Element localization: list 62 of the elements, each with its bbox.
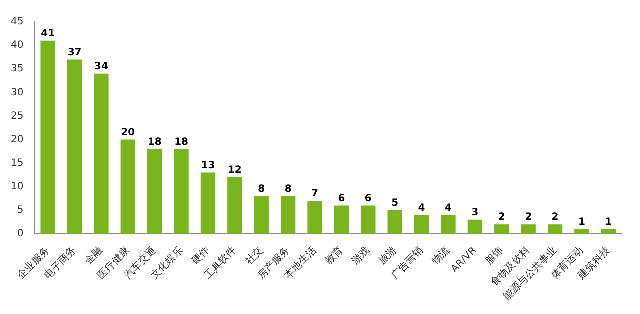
data-label: 3 — [472, 207, 479, 218]
bar — [148, 149, 162, 234]
bar — [521, 224, 536, 234]
data-label: 2 — [525, 212, 532, 224]
data-label: 34 — [94, 61, 108, 72]
data-label: 20 — [121, 127, 136, 138]
x-tick-label: 教育 — [323, 244, 346, 268]
data-label: 6 — [364, 193, 372, 204]
y-tick-label: 25 — [10, 110, 24, 122]
y-tick-label: 15 — [10, 158, 24, 169]
bar — [308, 201, 322, 234]
bar — [574, 229, 590, 234]
data-label: 8 — [258, 184, 266, 195]
x-tick-label: 金融 — [82, 244, 106, 268]
x-tick-label: 旅游 — [376, 244, 400, 268]
bar — [228, 177, 242, 234]
bar — [601, 229, 616, 234]
data-label: 1 — [578, 216, 586, 228]
y-tick-label: 40 — [10, 40, 24, 52]
data-label: 12 — [228, 165, 242, 176]
data-label: 4 — [418, 202, 426, 214]
x-tick-label: 游戏 — [350, 244, 372, 268]
x-tick-label: 硬件 — [190, 245, 212, 268]
bar — [280, 196, 296, 234]
bar — [67, 60, 82, 234]
bar — [441, 215, 456, 234]
data-label: 18 — [148, 136, 162, 148]
data-label: 41 — [41, 28, 56, 40]
data-label: 2 — [552, 212, 559, 224]
bar — [548, 224, 563, 234]
bar — [200, 172, 216, 234]
data-label: 18 — [174, 136, 189, 148]
y-tick-label: 5 — [17, 205, 24, 216]
bar — [40, 40, 56, 234]
y-tick-label: 0 — [17, 228, 24, 240]
data-label: 8 — [284, 184, 292, 195]
bar — [494, 224, 510, 234]
bar — [94, 74, 109, 234]
bar — [468, 220, 483, 234]
bar — [361, 206, 376, 234]
data-label: 4 — [445, 202, 452, 214]
data-label: 7 — [312, 188, 319, 200]
bar — [414, 215, 430, 234]
data-label: 37 — [68, 47, 82, 58]
x-tick-label: 社交 — [242, 244, 266, 268]
x-tick-label: 服饰 — [483, 244, 506, 268]
data-label: 13 — [201, 160, 216, 172]
y-tick-label: 45 — [10, 16, 24, 28]
data-label: 1 — [605, 216, 612, 228]
bar — [388, 210, 402, 234]
bar — [120, 140, 136, 234]
bar — [254, 196, 269, 234]
data-label: 6 — [338, 193, 346, 204]
data-label: 2 — [498, 212, 506, 224]
y-tick-label: 30 — [10, 87, 24, 98]
bar — [174, 149, 189, 234]
y-tick-label: 35 — [10, 64, 24, 75]
data-label: 5 — [392, 198, 399, 210]
y-tick-label: 20 — [10, 134, 24, 146]
x-tick-label: 物流 — [430, 244, 452, 268]
y-tick-label: 10 — [10, 181, 24, 192]
bar — [334, 206, 350, 234]
